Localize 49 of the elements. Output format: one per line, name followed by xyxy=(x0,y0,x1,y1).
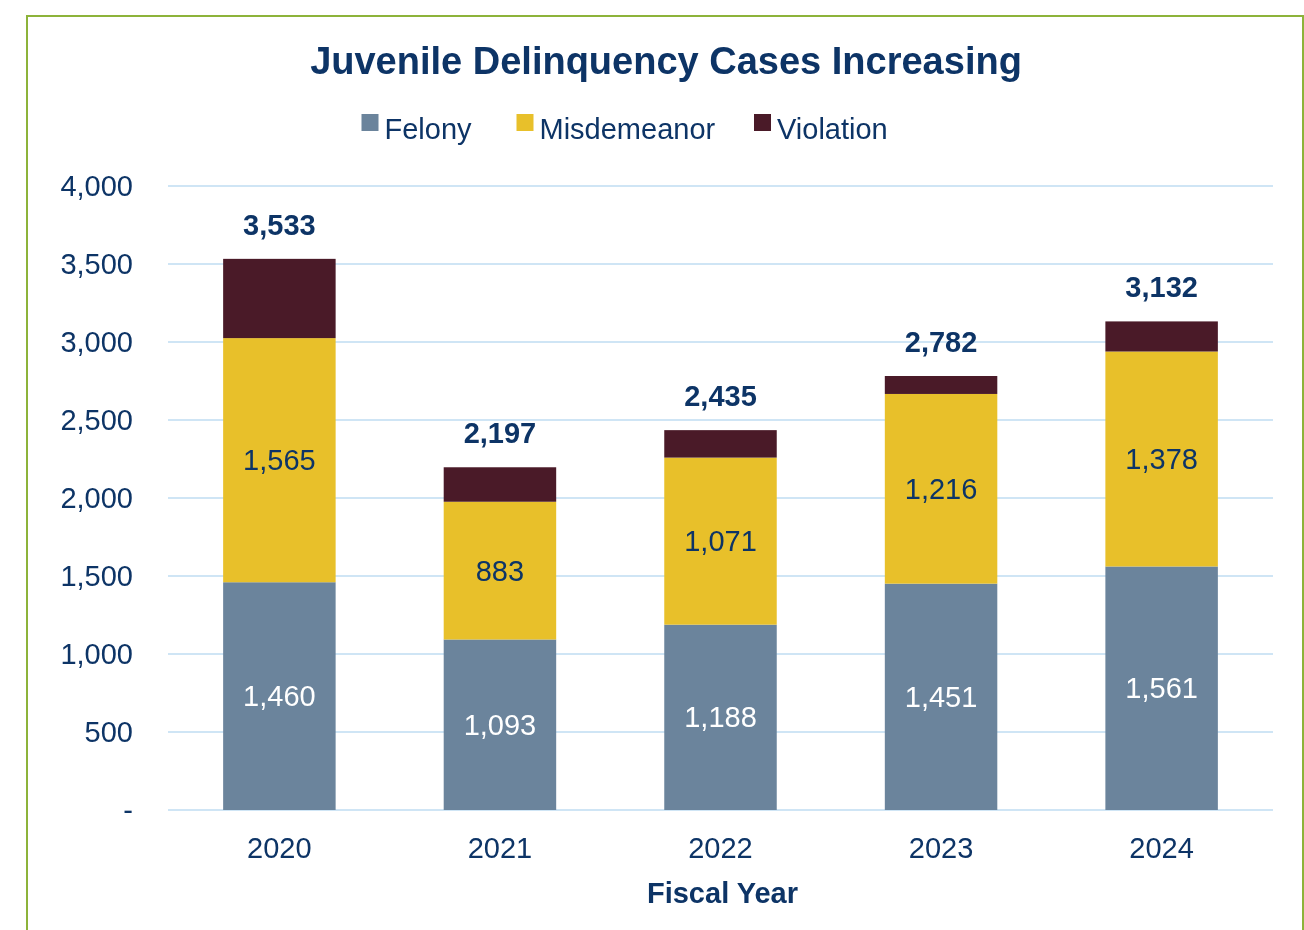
data-label: 1,093 xyxy=(463,708,537,741)
bar xyxy=(664,457,777,625)
x-tick-label: 2022 xyxy=(688,832,753,864)
legend-label: Misdemeanor xyxy=(539,113,716,145)
total-label: 3,533 xyxy=(243,208,316,241)
bar xyxy=(443,467,557,502)
y-tick-label: 3,500 xyxy=(60,248,133,280)
bar xyxy=(223,258,336,339)
data-label: 883 xyxy=(475,554,525,587)
data-label: 1,188 xyxy=(684,701,757,734)
bar xyxy=(664,430,777,458)
total-label: 2,197 xyxy=(463,417,537,450)
bar xyxy=(884,393,998,584)
data-label: 1,460 xyxy=(243,680,316,713)
total-label: 2,435 xyxy=(684,380,757,413)
x-tick-label: 2024 xyxy=(1129,832,1194,864)
data-label: 1,216 xyxy=(904,472,978,505)
bar xyxy=(884,376,998,394)
y-tick-label: 4,000 xyxy=(60,170,133,202)
legend-label: Felony xyxy=(384,113,473,145)
x-tick-label: 2021 xyxy=(467,832,533,864)
x-tick-label: 2020 xyxy=(247,832,312,864)
y-tick-label: - xyxy=(123,794,133,826)
y-tick-label: 1,500 xyxy=(60,560,133,592)
bar xyxy=(1105,321,1218,352)
data-label: 1,451 xyxy=(904,680,978,713)
data-label: 1,561 xyxy=(1125,672,1198,705)
legend-label: Violation xyxy=(777,113,888,145)
y-tick-label: 2,000 xyxy=(60,482,133,514)
x-axis-title: Fiscal Year xyxy=(646,877,799,909)
y-tick-label: 1,000 xyxy=(60,638,133,670)
y-tick-label: 3,000 xyxy=(60,326,133,358)
bar xyxy=(1105,351,1218,567)
bar xyxy=(884,583,998,810)
bar xyxy=(443,501,557,640)
data-label: 1,378 xyxy=(1125,443,1198,475)
y-tick-label: 2,500 xyxy=(60,404,133,436)
total-label: 3,132 xyxy=(1125,271,1198,304)
data-label: 1,565 xyxy=(243,444,316,477)
chart-title: Juvenile Delinquency Cases Increasing xyxy=(310,40,1022,82)
bar xyxy=(1105,566,1218,810)
bar xyxy=(664,624,777,810)
bar xyxy=(223,338,336,583)
bar xyxy=(443,639,557,810)
y-tick-label: 500 xyxy=(84,716,133,748)
x-tick-label: 2023 xyxy=(908,832,974,864)
data-label: 1,071 xyxy=(684,525,757,558)
bar xyxy=(223,582,336,810)
total-label: 2,782 xyxy=(904,326,978,359)
